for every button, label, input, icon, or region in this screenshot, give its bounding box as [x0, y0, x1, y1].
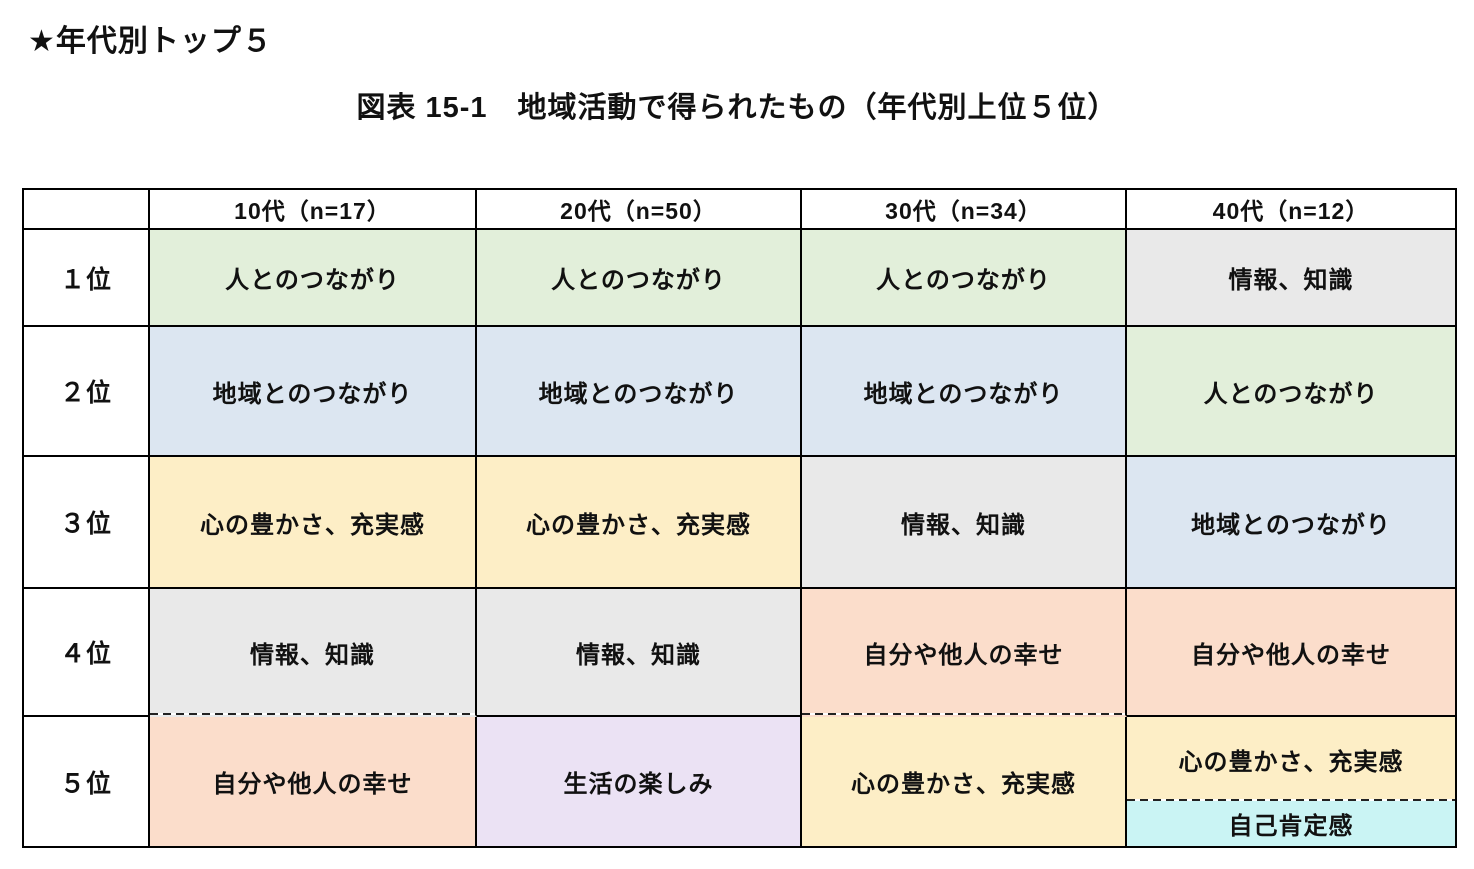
column-header-30s: 30代（n=34）	[802, 190, 1127, 230]
rank-label-2: ２位	[24, 327, 150, 457]
rank-label-3: ３位	[24, 457, 150, 589]
cell-rank1-30s: 人とのつながり	[802, 230, 1127, 327]
cell-rank2-40s: 人とのつながり	[1127, 327, 1457, 457]
cell-rank1-20s: 人とのつながり	[477, 230, 802, 327]
rank-label-4: ４位	[24, 589, 150, 717]
cell-rank3-40s: 地域とのつながり	[1127, 457, 1457, 589]
column-header-20s: 20代（n=50）	[477, 190, 802, 230]
corner-cell	[24, 190, 150, 230]
figure-title: 図表 15-1 地域活動で得られたもの（年代別上位５位）	[356, 92, 1118, 124]
rank-label-5: ５位	[24, 717, 150, 848]
cell-rank2-30s: 地域とのつながり	[802, 327, 1127, 457]
cell-rank5-40s: 心の豊かさ、充実感 自己肯定感	[1127, 717, 1457, 848]
cell-rank3-30s: 情報、知識	[802, 457, 1127, 589]
cell-rank5-40s-upper: 心の豊かさ、充実感	[1127, 717, 1455, 801]
rank-label-1: １位	[24, 230, 150, 327]
cell-rank2-10s: 地域とのつながり	[150, 327, 477, 457]
cell-rank2-20s: 地域とのつながり	[477, 327, 802, 457]
cell-rank5-10s: 自分や他人の幸せ	[150, 717, 477, 848]
cell-rank5-40s-lower: 自己肯定感	[1127, 801, 1455, 846]
cell-rank3-10s: 心の豊かさ、充実感	[150, 457, 477, 589]
cell-rank1-40s: 情報、知識	[1127, 230, 1457, 327]
column-header-40s: 40代（n=12）	[1127, 190, 1457, 230]
cell-rank4-20s: 情報、知識	[477, 589, 802, 717]
page-heading: ★年代別トップ５	[28, 25, 273, 58]
cell-rank4-30s: 自分や他人の幸せ	[802, 589, 1127, 717]
column-header-10s: 10代（n=17）	[150, 190, 477, 230]
cell-rank5-20s: 生活の楽しみ	[477, 717, 802, 848]
cell-rank5-30s: 心の豊かさ、充実感	[802, 717, 1127, 848]
cell-rank4-10s: 情報、知識	[150, 589, 477, 717]
cell-rank1-10s: 人とのつながり	[150, 230, 477, 327]
ranking-table: 10代（n=17） 20代（n=50） 30代（n=34） 40代（n=12） …	[22, 188, 1457, 848]
cell-rank3-20s: 心の豊かさ、充実感	[477, 457, 802, 589]
cell-rank4-40s: 自分や他人の幸せ	[1127, 589, 1457, 717]
